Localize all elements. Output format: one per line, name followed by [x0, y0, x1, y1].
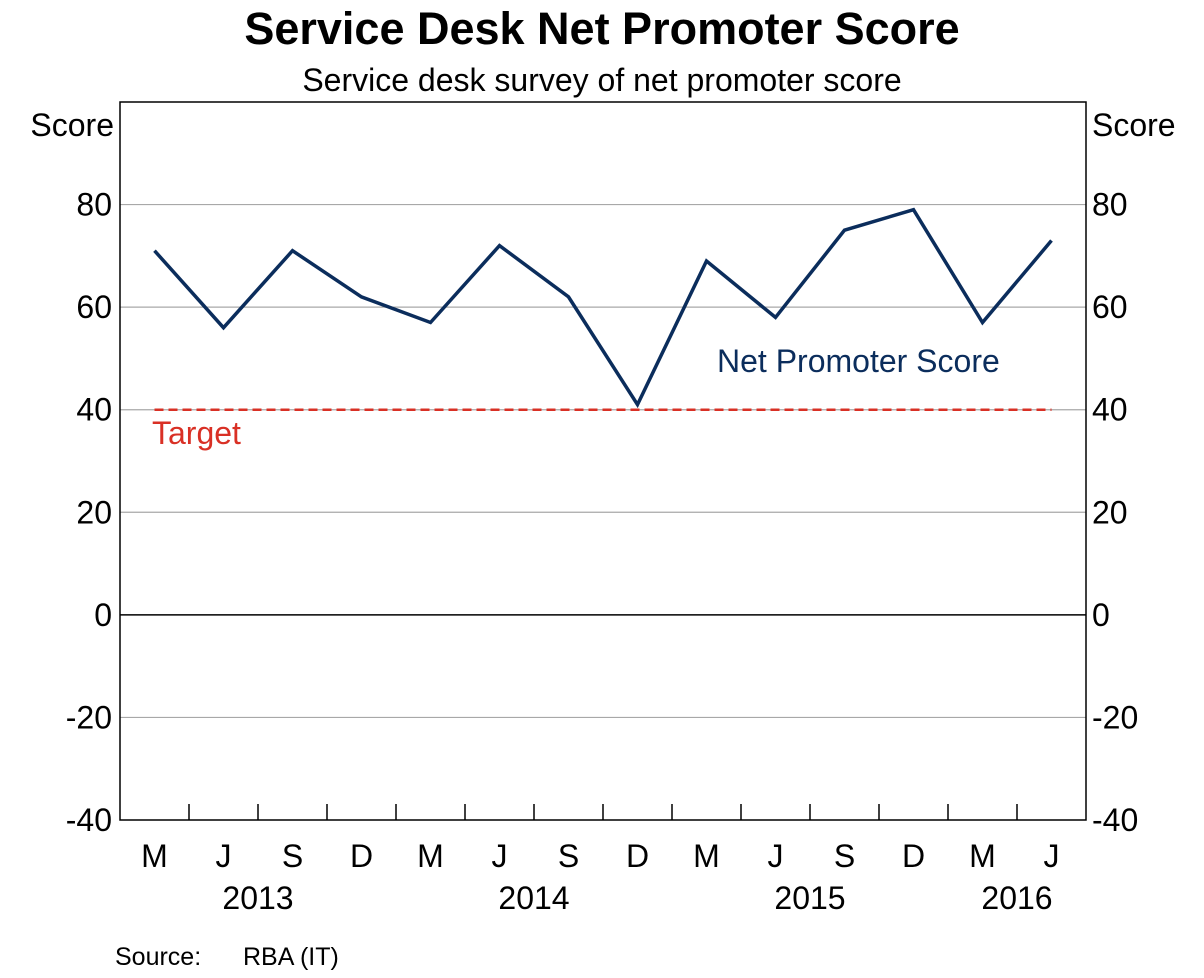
y-tick-label-left: -40 [66, 802, 112, 838]
y-axis-label-left: Score [30, 107, 114, 143]
series-label-target: Target [152, 415, 241, 451]
x-tick-label: M [417, 838, 444, 874]
series-label-net-promoter-score: Net Promoter Score [717, 343, 1000, 379]
chart-title: Service Desk Net Promoter Score [244, 3, 960, 54]
x-tick-label: M [141, 838, 168, 874]
x-tick-label: M [693, 838, 720, 874]
y-tick-label-left: 80 [76, 187, 112, 223]
source-value: RBA (IT) [243, 943, 339, 971]
x-tick-label: M [969, 838, 996, 874]
y-tick-label-right: -40 [1092, 802, 1138, 838]
y-tick-label-left: 60 [76, 289, 112, 325]
y-tick-label-right: -20 [1092, 699, 1138, 735]
plot-frame [119, 101, 1087, 821]
x-tick-label: D [350, 838, 373, 874]
x-tick-label: J [768, 838, 784, 874]
x-tick-label: S [558, 838, 579, 874]
source-label: Source: [115, 943, 202, 971]
y-tick-label-right: 40 [1092, 392, 1128, 428]
y-axis-label-right: Score [1092, 107, 1176, 143]
y-tick-label-right: 60 [1092, 289, 1128, 325]
y-tick-label-left: 40 [76, 392, 112, 428]
x-year-label: 2015 [774, 880, 845, 916]
y-tick-label-right: 0 [1092, 597, 1110, 633]
y-tick-label-left: -20 [66, 699, 112, 735]
x-year-label: 2014 [498, 880, 569, 916]
x-tick-label: D [902, 838, 925, 874]
x-year-label: 2013 [222, 880, 293, 916]
source-note: Source: RBA (IT) [115, 942, 339, 972]
x-tick-label: D [626, 838, 649, 874]
y-tick-label-left: 0 [94, 597, 112, 633]
y-tick-label-right: 20 [1092, 494, 1128, 530]
x-tick-label: J [1044, 838, 1060, 874]
y-tick-label-right: 80 [1092, 187, 1128, 223]
net-promoter-score-line [153, 207, 1053, 409]
y-tick-label-left: 20 [76, 494, 112, 530]
x-year-label: 2016 [981, 880, 1052, 916]
x-tick-label: J [216, 838, 232, 874]
chart-subtitle: Service desk survey of net promoter scor… [302, 62, 902, 98]
x-tick-label: S [282, 838, 303, 874]
x-tick-label: J [492, 838, 508, 874]
x-tick-label: S [834, 838, 855, 874]
